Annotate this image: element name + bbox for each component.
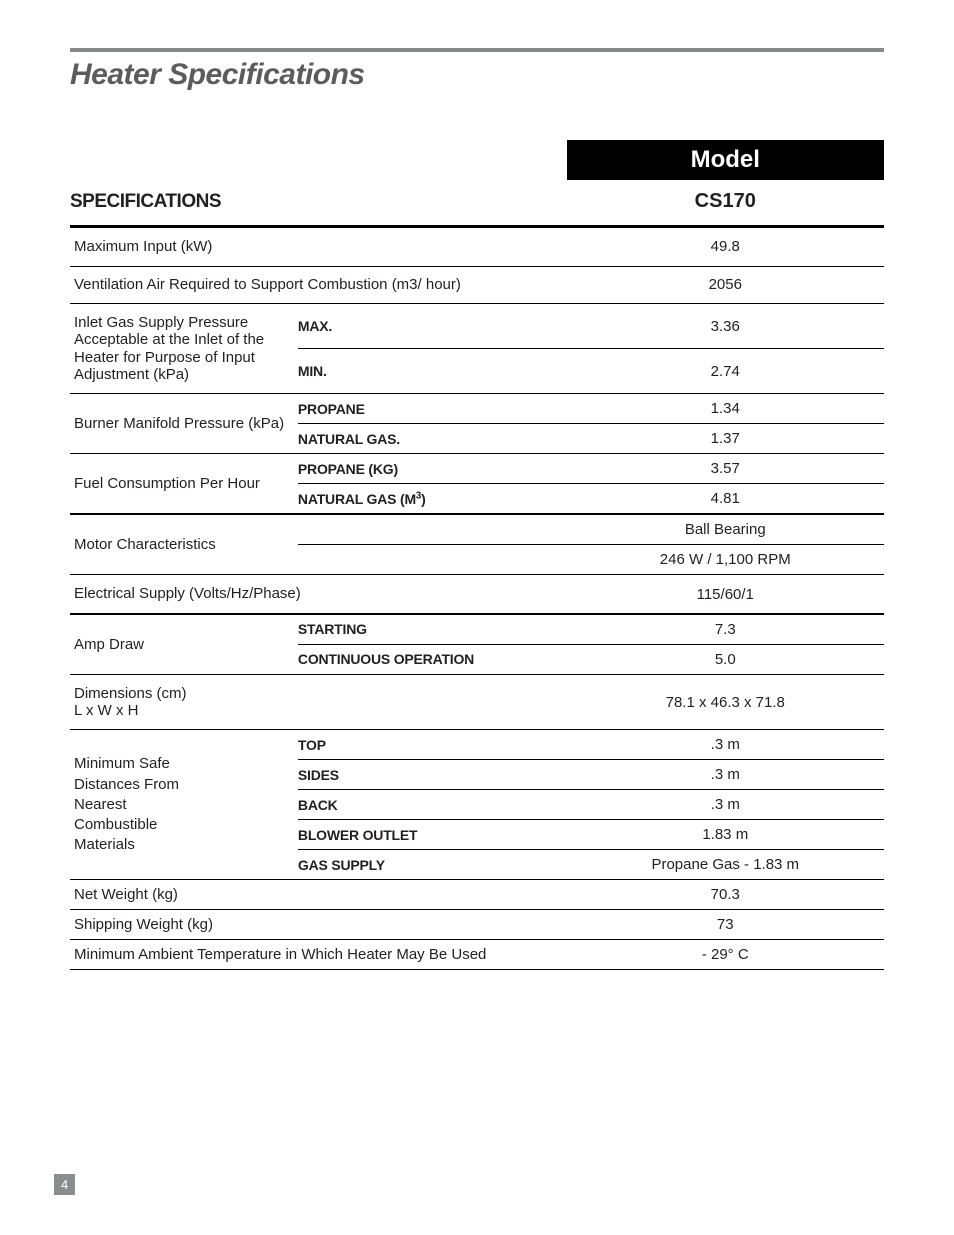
row-label: Ventilation Air Required to Support Comb… <box>70 266 567 304</box>
model-header: Model <box>567 140 884 180</box>
row-label: Shipping Weight (kg) <box>70 910 567 940</box>
page-title: Heater Specifications <box>70 58 884 92</box>
row-sublabel: Starting <box>298 614 567 645</box>
row-sublabel: Min. <box>298 349 567 394</box>
row-value: 70.3 <box>567 880 884 910</box>
row-value: 3.57 <box>567 454 884 484</box>
table-row: Minimum Safe Distances From Nearest Comb… <box>70 730 884 760</box>
page: Heater Specifications Model Specificatio… <box>0 0 954 1235</box>
table-row: Specifications CS170 <box>70 180 884 227</box>
table-row: Electrical Supply (Volts/Hz/Phase) 115/6… <box>70 575 884 614</box>
row-value: .3 m <box>567 790 884 820</box>
row-value: Propane Gas - 1.83 m <box>567 850 884 880</box>
row-sublabel: Top <box>298 730 567 760</box>
table-row: Model <box>70 140 884 180</box>
row-value: Ball Bearing <box>567 514 884 545</box>
spec-header: Specifications <box>70 180 567 227</box>
row-value: 78.1 x 46.3 x 71.8 <box>567 674 884 730</box>
row-sublabel: Back <box>298 790 567 820</box>
row-value: 4.81 <box>567 484 884 515</box>
spec-table: Model Specifications CS170 Maximum Input… <box>70 140 884 970</box>
row-value: - 29° C <box>567 940 884 970</box>
row-label: Motor Characteristics <box>70 514 298 575</box>
row-label: Minimum Ambient Temperature in Which Hea… <box>70 940 567 970</box>
row-value: 246 W / 1,100 RPM <box>567 545 884 575</box>
row-value: 49.8 <box>567 227 884 267</box>
row-sublabel: Sides <box>298 760 567 790</box>
page-number: 4 <box>54 1174 75 1195</box>
table-row: Minimum Ambient Temperature in Which Hea… <box>70 940 884 970</box>
table-row: Burner Manifold Pressure (kPa) Propane 1… <box>70 394 884 424</box>
model-name: CS170 <box>567 180 884 227</box>
row-label: Amp Draw <box>70 614 298 675</box>
row-value: 2.74 <box>567 349 884 394</box>
row-label: Fuel Consumption Per Hour <box>70 454 298 515</box>
row-value: 73 <box>567 910 884 940</box>
row-sublabel: Propane (kg) <box>298 454 567 484</box>
table-row: Maximum Input (kW) 49.8 <box>70 227 884 267</box>
table-row: Amp Draw Starting 7.3 <box>70 614 884 645</box>
row-value: 1.37 <box>567 424 884 454</box>
table-row: Fuel Consumption Per Hour Propane (kg) 3… <box>70 454 884 484</box>
row-sublabel: Blower Outlet <box>298 820 567 850</box>
table-row: Net Weight (kg) 70.3 <box>70 880 884 910</box>
row-value: 5.0 <box>567 644 884 674</box>
row-label: Inlet Gas Supply Pressure Acceptable at … <box>70 304 298 394</box>
row-sublabel: Natural Gas. <box>298 424 567 454</box>
row-label: Dimensions (cm) L x W x H <box>70 674 567 730</box>
row-value: 2056 <box>567 266 884 304</box>
row-value: .3 m <box>567 760 884 790</box>
row-value: 7.3 <box>567 614 884 645</box>
table-row: Inlet Gas Supply Pressure Acceptable at … <box>70 304 884 349</box>
row-sublabel: Gas Supply <box>298 850 567 880</box>
row-value: 1.34 <box>567 394 884 424</box>
row-value: 3.36 <box>567 304 884 349</box>
row-label: Burner Manifold Pressure (kPa) <box>70 394 298 454</box>
row-label: Electrical Supply (Volts/Hz/Phase) <box>70 575 567 614</box>
row-sublabel: Max. <box>298 304 567 349</box>
row-label: Minimum Safe Distances From Nearest Comb… <box>70 730 298 880</box>
table-row: Shipping Weight (kg) 73 <box>70 910 884 940</box>
row-sublabel: Continuous Operation <box>298 644 567 674</box>
top-rule <box>70 48 884 52</box>
row-value: .3 m <box>567 730 884 760</box>
row-value: 115/60/1 <box>567 575 884 614</box>
table-row: Motor Characteristics Ball Bearing <box>70 514 884 545</box>
table-row: Dimensions (cm) L x W x H 78.1 x 46.3 x … <box>70 674 884 730</box>
row-label: Maximum Input (kW) <box>70 227 567 267</box>
row-label: Net Weight (kg) <box>70 880 567 910</box>
row-value: 1.83 m <box>567 820 884 850</box>
table-row: Ventilation Air Required to Support Comb… <box>70 266 884 304</box>
row-sublabel: Natural Gas (m3) <box>298 484 567 515</box>
row-sublabel: Propane <box>298 394 567 424</box>
